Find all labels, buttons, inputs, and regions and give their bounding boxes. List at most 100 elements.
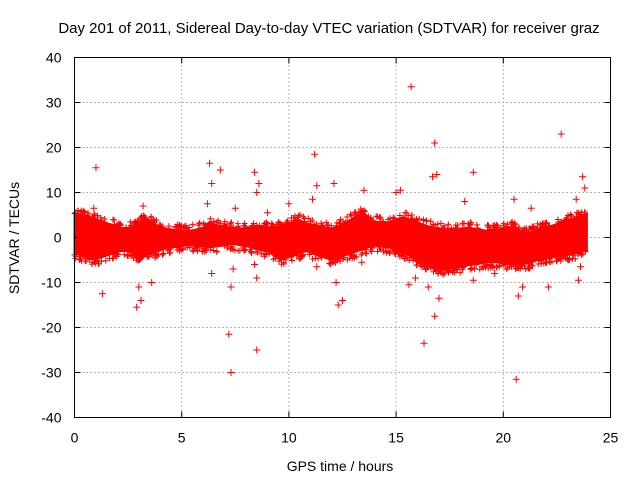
outlier-point — [313, 182, 321, 190]
band-edge-marker — [327, 260, 334, 267]
band-edge-marker — [347, 255, 354, 262]
band-edge-marker — [122, 224, 129, 231]
outlier-point — [208, 180, 216, 187]
band-edge-marker — [213, 248, 220, 255]
band-edge-marker — [266, 250, 273, 257]
band-edge-marker — [335, 256, 342, 263]
band-edge-marker — [234, 220, 241, 227]
outlier-point — [263, 209, 271, 217]
y-tick-label: -10 — [41, 275, 61, 291]
band-edge-marker — [179, 246, 186, 253]
y-tick-label: 40 — [46, 50, 62, 66]
band-edge-marker — [481, 259, 488, 266]
band-edge-marker — [82, 255, 89, 262]
band-edge-marker — [288, 257, 295, 264]
y-tick-label: 30 — [46, 95, 62, 111]
outlier-point — [137, 297, 145, 304]
band-edge-marker — [351, 208, 358, 215]
band-edge-marker — [452, 224, 459, 231]
band-edge-marker — [445, 267, 452, 274]
outlier-point — [435, 294, 443, 302]
band-edge-marker — [576, 212, 583, 219]
outlier-point — [572, 195, 580, 203]
band-edge-marker — [413, 262, 420, 269]
outlier-point — [581, 184, 589, 192]
band-edge-marker — [78, 252, 85, 259]
band-edge-marker — [517, 265, 524, 272]
band-edge-marker — [459, 220, 466, 227]
band-edge-marker — [235, 247, 242, 254]
outlier-point — [469, 276, 477, 284]
y-tick-label: 20 — [46, 140, 62, 156]
band-edge-marker — [305, 215, 312, 222]
outlier-point — [253, 346, 261, 354]
band-edge-marker — [221, 218, 228, 225]
band-edge-marker — [555, 219, 562, 226]
band-edge-marker — [328, 256, 335, 263]
band-edge-marker — [508, 224, 515, 231]
band-edge-marker — [300, 251, 307, 258]
band-edge-marker — [117, 222, 124, 229]
band-edge-marker — [270, 256, 277, 263]
outlier-point — [208, 270, 216, 277]
band-edge-marker — [367, 246, 374, 253]
x-tick-labels: 0 5 10 15 20 25 — [71, 430, 619, 446]
chart-title: Day 201 of 2011, Sidereal Day-to-day VTE… — [58, 20, 599, 37]
outlier-point — [285, 200, 293, 208]
band-edge-marker — [135, 218, 142, 225]
outlier-point — [92, 164, 100, 172]
band-edge-marker — [396, 212, 403, 219]
band-edge-marker — [185, 227, 192, 234]
band-edge-marker — [467, 266, 474, 273]
band-edge-marker — [183, 222, 190, 229]
band-edge-marker — [349, 254, 356, 261]
band-edge-marker — [323, 219, 330, 226]
band-edge-marker — [508, 221, 515, 228]
outlier-point — [411, 274, 419, 282]
band-edge-marker — [277, 220, 284, 227]
y-axis-label: SDTVAR / TECUs — [6, 182, 22, 294]
band-edge-marker — [518, 261, 525, 268]
band-edge-marker — [359, 249, 366, 256]
band-edge-marker — [82, 209, 89, 216]
band-edge-marker — [152, 251, 159, 258]
band-edge-marker — [561, 217, 568, 224]
band-edge-marker — [318, 254, 325, 261]
band-edge-marker — [150, 216, 157, 223]
band-edge-marker — [430, 221, 437, 228]
band-edge-marker — [554, 254, 561, 261]
band-edge-marker — [160, 250, 167, 257]
band-edge-marker — [300, 213, 307, 220]
band-edge-marker — [540, 224, 547, 231]
band-edge-marker — [542, 219, 549, 226]
outlier-point — [148, 279, 156, 286]
outlier-point — [579, 173, 587, 181]
outlier-point — [231, 204, 239, 212]
y-tick-label: 0 — [54, 230, 62, 246]
band-edge-marker — [511, 220, 518, 227]
data-points — [71, 83, 589, 383]
x-tick-label: 20 — [496, 430, 512, 446]
band-edge-marker — [486, 226, 493, 233]
band-edge-marker — [496, 262, 503, 269]
band-edge-marker — [284, 217, 291, 224]
band-edge-marker — [261, 222, 268, 229]
band-edge-marker — [454, 265, 461, 272]
band-edge-marker — [261, 253, 268, 260]
band-edge-marker — [240, 222, 247, 229]
band-edge-marker — [80, 208, 87, 215]
band-edge-marker — [422, 266, 429, 273]
band-edge-marker — [537, 257, 544, 264]
y-tick-label: 10 — [46, 185, 62, 201]
outlier-point — [255, 180, 263, 187]
x-tick-label: 15 — [388, 430, 404, 446]
outlier-point — [392, 189, 400, 196]
band-edge-marker — [309, 255, 316, 262]
band-edge-marker — [269, 221, 276, 228]
outlier-point — [519, 283, 527, 291]
band-edge-marker — [90, 215, 97, 222]
band-edge-marker — [448, 225, 455, 232]
band-edge-marker — [377, 215, 384, 222]
band-edge-marker — [324, 222, 331, 229]
